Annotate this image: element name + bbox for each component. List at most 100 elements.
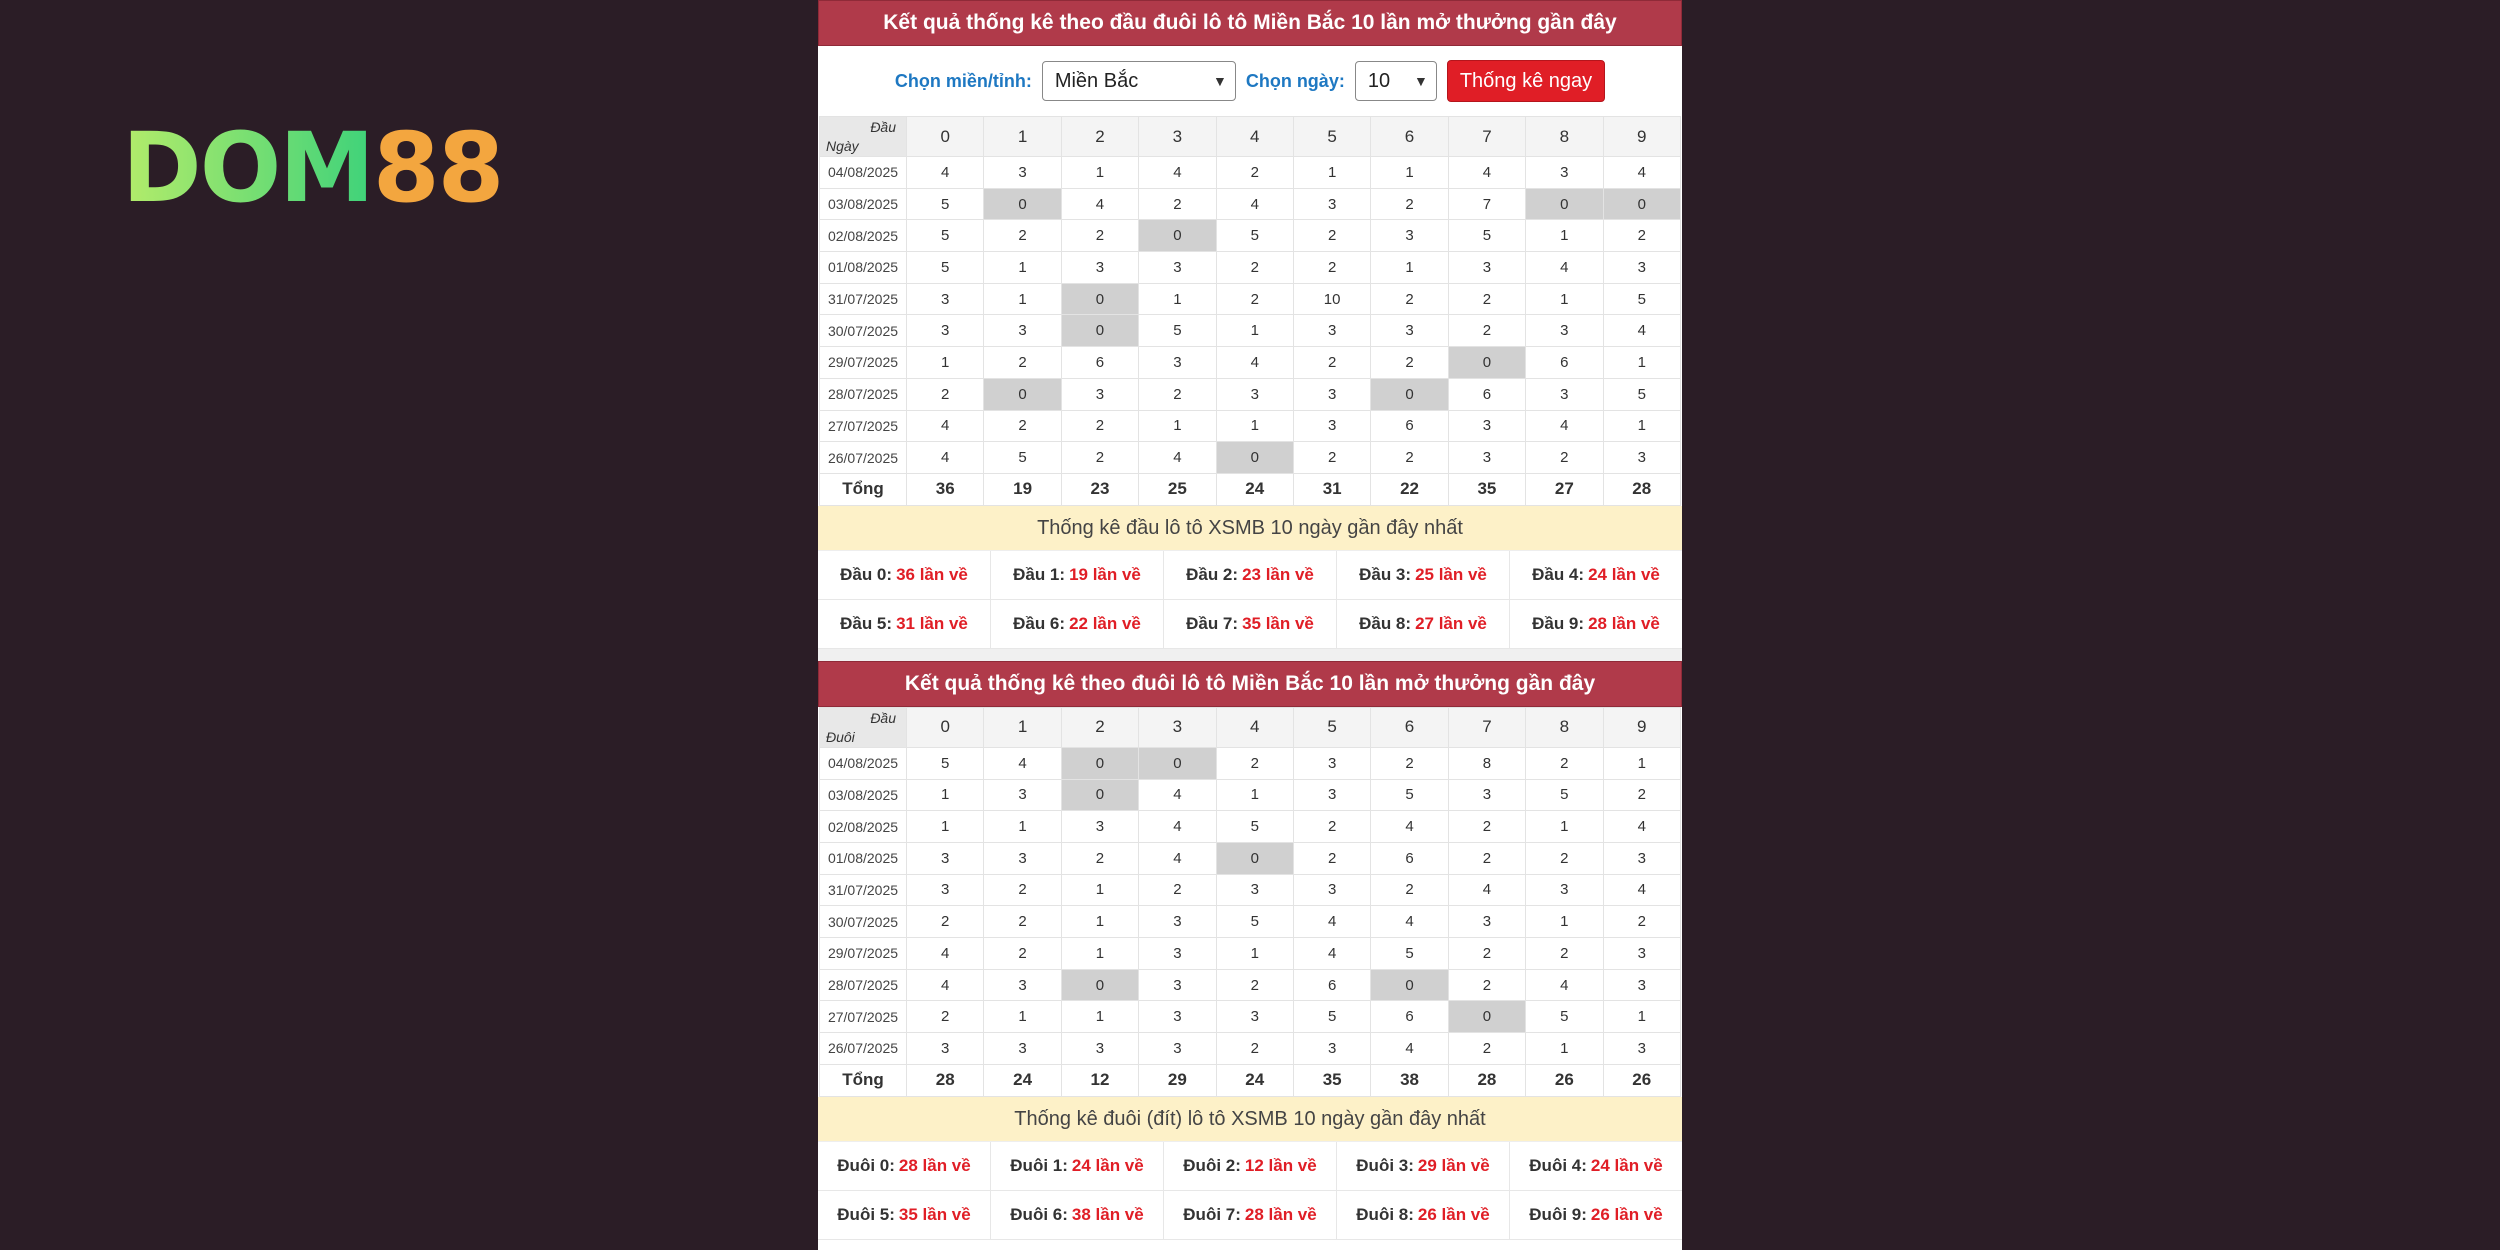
table-cell: 0 <box>1060 282 1140 316</box>
table-cell: 5 <box>1370 778 1449 812</box>
table-cell: 2 <box>1525 441 1604 474</box>
table-cell: 4 <box>905 156 985 189</box>
table-cell: 2 <box>1215 746 1294 780</box>
table-cell: 1 <box>983 1000 1062 1034</box>
chevron-down-icon: ▼ <box>1413 73 1428 89</box>
table-cell: 4 <box>1292 905 1372 938</box>
column-header: 3 <box>1138 706 1217 748</box>
table-cell: 1 <box>905 346 985 379</box>
table-cell: 1 <box>1215 937 1294 970</box>
total-cell: 35 <box>1447 472 1527 506</box>
table-cell: 1 <box>983 251 1062 284</box>
table-cell: 4 <box>1138 778 1217 812</box>
table-cell: 2 <box>983 937 1062 970</box>
stat-item: Đầu 8: 27 lần về <box>1337 599 1510 648</box>
table-cell: 5 <box>905 219 985 253</box>
stat-item: Đuôi 8: 26 lần về <box>1337 1190 1510 1239</box>
days-select[interactable]: 10 ▼ <box>1354 61 1437 101</box>
table-cell: 4 <box>1602 873 1682 907</box>
table-cell: 3 <box>1602 841 1682 875</box>
submit-button[interactable]: Thống kê ngay <box>1446 60 1606 102</box>
table-cell: 5 <box>1602 282 1682 316</box>
table-cell: 2 <box>1447 937 1527 970</box>
table-cell: 3 <box>1138 937 1217 970</box>
table-cell: 4 <box>1292 937 1372 970</box>
stat-label: Đuôi 1: <box>1010 1155 1068 1175</box>
stat-item: Đầu 9: 28 lần về <box>1510 600 1682 648</box>
column-header: 5 <box>1292 706 1372 748</box>
table-cell: 2 <box>1060 441 1140 474</box>
table-row: 01/08/2025 3 3 2 4 0 2 6 2 2 3 <box>819 841 1682 875</box>
dau-stat-list: Đầu 0: 36 lần về Đầu 1: 19 lần về Đầu 2: 23 l… <box>818 550 1682 649</box>
total-cell: 28 <box>1602 472 1682 506</box>
table-cell: 2 <box>1215 156 1294 189</box>
row-date: 04/08/2025 <box>819 156 907 189</box>
table-cell: 6 <box>1447 377 1527 411</box>
table-cell: 1 <box>983 282 1062 316</box>
table-cell: 2 <box>1215 1032 1294 1065</box>
row-date: 30/07/2025 <box>819 314 907 348</box>
table-cell: 3 <box>1602 968 1682 1002</box>
table-row: 30/07/2025 2 2 1 3 5 4 4 3 1 2 <box>819 905 1682 938</box>
table-cell: 6 <box>1370 1000 1449 1034</box>
table-cell: 1 <box>1602 1000 1682 1034</box>
table-cell: 3 <box>1060 810 1140 843</box>
dau-stat-title: Thống kê đầu lô tô XSMB 10 ngày gần đây … <box>818 505 1682 551</box>
stat-value: 12 lần về <box>1244 1155 1317 1175</box>
table-cell: 3 <box>1060 377 1140 411</box>
region-select[interactable]: Miền Bắc ▼ <box>1041 61 1236 101</box>
total-cell: 29 <box>1138 1063 1217 1097</box>
column-header: 4 <box>1215 116 1294 157</box>
table-cell: 1 <box>983 810 1062 843</box>
dau-header: Kết quả thống kê theo đầu đuôi lô tô Miề… <box>818 0 1682 46</box>
table-cell: 1 <box>1602 346 1682 379</box>
table-cell: 3 <box>1525 873 1604 907</box>
table-cell: 3 <box>1060 1032 1140 1065</box>
column-header: 8 <box>1525 116 1604 157</box>
table-cell: 0 <box>1602 187 1682 221</box>
stat-value: 35 lần về <box>1242 613 1314 633</box>
table-cell: 4 <box>1525 968 1604 1002</box>
table-cell: 2 <box>1447 314 1527 348</box>
table-cell: 3 <box>905 314 985 348</box>
total-cell: 12 <box>1060 1063 1140 1097</box>
table-cell: 1 <box>1215 778 1294 812</box>
table-cell: 4 <box>905 409 985 443</box>
table-cell: 1 <box>1060 1000 1140 1034</box>
total-cell: 36 <box>905 472 985 506</box>
table-row: 29/07/2025 1 2 6 3 4 2 2 0 6 1 <box>819 346 1682 379</box>
total-cell: 38 <box>1370 1063 1449 1097</box>
stat-value: 38 lần về <box>1071 1204 1144 1224</box>
table-cell: 3 <box>1525 377 1604 411</box>
row-date: 29/07/2025 <box>819 937 907 970</box>
table-cell: 3 <box>1060 251 1140 284</box>
table-cell: 3 <box>1602 441 1682 474</box>
table-cell: 3 <box>1370 314 1449 348</box>
table-cell: 4 <box>1138 441 1217 474</box>
stat-value: 29 lần về <box>1417 1155 1490 1175</box>
stat-row: Đuôi 5: 35 lần về Đuôi 6: 38 lần về Đuôi 7: 2… <box>818 1190 1682 1240</box>
region-label: Chọn miền/tỉnh: <box>894 70 1032 91</box>
table-cell: 4 <box>1138 810 1217 843</box>
total-label: Tổng <box>819 1063 907 1097</box>
table-cell: 5 <box>905 251 985 284</box>
table-cell: 0 <box>1060 968 1140 1002</box>
table-cell: 2 <box>1370 873 1449 907</box>
table-cell: 5 <box>1292 1000 1372 1034</box>
table-cell: 2 <box>983 219 1062 253</box>
stat-item: Đuôi 6: 38 lần về <box>991 1190 1164 1239</box>
stat-label: Đuôi 2: <box>1183 1155 1241 1175</box>
days-select-value: 10 <box>1367 70 1391 92</box>
table-cell: 0 <box>1060 778 1140 812</box>
table-cell: 2 <box>1138 187 1217 221</box>
table-cell: 5 <box>1525 1000 1604 1034</box>
stat-item: Đuôi 9: 26 lần về <box>1510 1191 1682 1239</box>
table-cell: 6 <box>1292 968 1372 1002</box>
duoi-stat-list: Đuôi 0: 28 lần về Đuôi 1: 24 lần về Đuôi 2: 1… <box>818 1141 1682 1240</box>
table-row: 28/07/2025 2 0 3 2 3 3 0 6 3 5 <box>819 377 1682 411</box>
logo-text-88: 88 <box>372 112 505 224</box>
stat-value: 26 lần về <box>1417 1204 1490 1224</box>
table-cell: 1 <box>1525 905 1604 938</box>
table-cell: 2 <box>905 905 985 938</box>
stat-label: Đầu 8: <box>1359 613 1412 633</box>
